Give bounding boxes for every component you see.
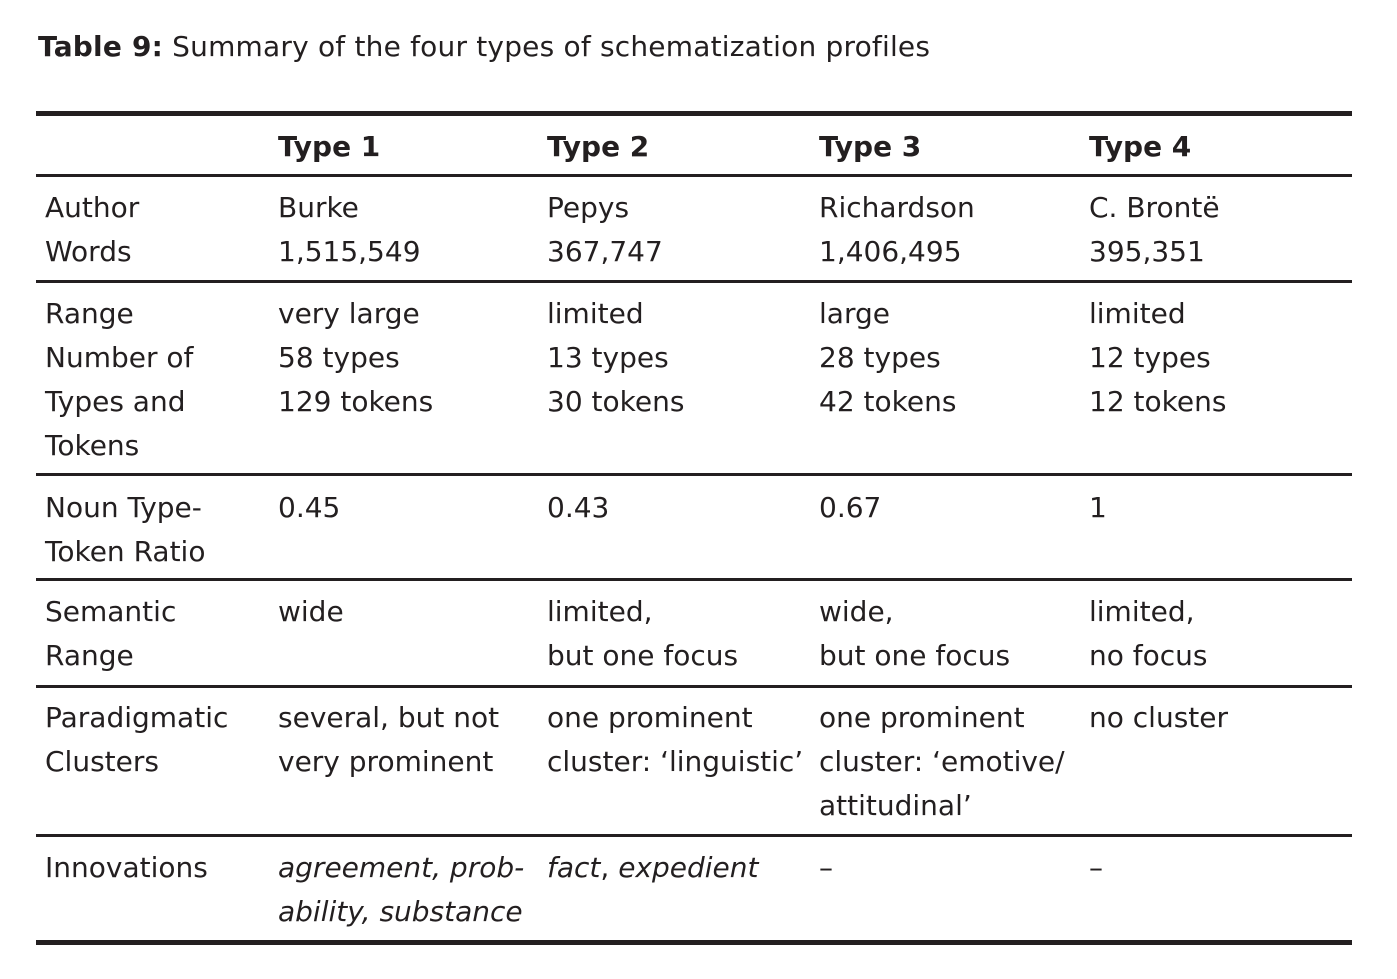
cell-author-type-1: Burke 1,515,549 (278, 191, 421, 268)
cell-ratio-type-2: 0.43 (547, 491, 610, 524)
cell-clusters-type-2: one prominent cluster: ‘linguistic’ (547, 701, 804, 778)
cell-semantic-type-3: wide, but one focus (819, 595, 1011, 672)
row-rule (36, 473, 1352, 476)
cell-range-type-2: limited 13 types 30 tokens (547, 297, 685, 418)
row-label-author-words: Author Words (45, 191, 140, 268)
cell-range-type-4: limited 12 types 12 tokens (1089, 297, 1227, 418)
row-label-innovations: Innovations (45, 851, 208, 884)
header-type-4: Type 4 (1089, 130, 1192, 163)
cell-clusters-type-3: one prominent cluster: ‘emotive/ attitud… (819, 701, 1065, 822)
cell-clusters-type-4: no cluster (1089, 701, 1229, 734)
cell-innovations-type-3: – (819, 851, 833, 884)
cell-ratio-type-3: 0.67 (819, 491, 882, 524)
cell-innovations-type-1: agreement, prob- ability, substance (278, 851, 525, 928)
bottom-rule (36, 940, 1352, 945)
cell-innovations-type-4: – (1089, 851, 1103, 884)
table-title: Summary of the four types of schematizat… (172, 30, 931, 63)
row-label-ratio: Noun Type- Token Ratio (45, 491, 206, 568)
row-rule (36, 685, 1352, 688)
header-type-2: Type 2 (547, 130, 650, 163)
cell-ratio-type-4: 1 (1089, 491, 1107, 524)
cell-author-type-3: Richardson 1,406,495 (819, 191, 975, 268)
cell-author-type-4: C. Brontë 395,351 (1089, 191, 1220, 268)
header-rule (36, 174, 1352, 177)
row-rule (36, 578, 1352, 581)
row-label-clusters: Paradigmatic Clusters (45, 701, 229, 778)
table-caption: Table 9: Summary of the four types of sc… (38, 30, 930, 63)
cell-innovations-type-2: fact, expedient (547, 851, 759, 884)
cell-ratio-type-1: 0.45 (278, 491, 341, 524)
header-type-3: Type 3 (819, 130, 922, 163)
header-type-1: Type 1 (278, 130, 381, 163)
cell-semantic-type-2: limited, but one focus (547, 595, 739, 672)
cell-clusters-type-1: several, but not very prominent (278, 701, 500, 778)
top-rule (36, 111, 1352, 116)
row-rule (36, 280, 1352, 283)
cell-range-type-3: large 28 types 42 tokens (819, 297, 957, 418)
row-rule (36, 834, 1352, 837)
row-label-range: Range Number of Types and Tokens (45, 297, 194, 462)
cell-semantic-type-4: limited, no focus (1089, 595, 1208, 672)
cell-author-type-2: Pepys 367,747 (547, 191, 663, 268)
cell-semantic-type-1: wide (278, 595, 344, 628)
row-label-semantic: Semantic Range (45, 595, 177, 672)
table-number: Table 9: (38, 30, 164, 63)
cell-range-type-1: very large 58 types 129 tokens (278, 297, 434, 418)
